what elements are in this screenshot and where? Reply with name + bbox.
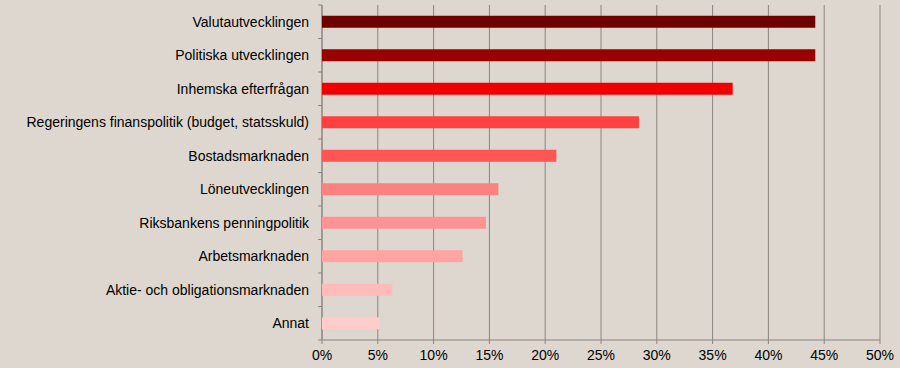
category-tick bbox=[318, 139, 322, 140]
bar bbox=[322, 217, 486, 229]
category-label: Annat bbox=[272, 315, 309, 331]
category-tick bbox=[318, 340, 322, 341]
category-tick bbox=[318, 105, 322, 106]
bar bbox=[322, 284, 392, 296]
tick-label: 0% bbox=[312, 347, 332, 363]
x-axis bbox=[322, 340, 880, 341]
grid-line bbox=[880, 5, 881, 340]
category-label: Valutautvecklingen bbox=[193, 14, 309, 30]
category-tick bbox=[318, 239, 322, 240]
tick-mark bbox=[545, 340, 546, 344]
category-label: Riksbankens penningpolitik bbox=[139, 215, 310, 231]
bar bbox=[322, 83, 733, 95]
category-tick bbox=[318, 38, 322, 39]
category-label: Arbetsmarknaden bbox=[198, 248, 309, 264]
category-tick bbox=[318, 273, 322, 274]
bar bbox=[322, 16, 815, 28]
tick-mark bbox=[712, 340, 713, 344]
category-tick bbox=[318, 206, 322, 207]
tick-mark bbox=[377, 340, 378, 344]
grid-line bbox=[824, 5, 825, 340]
tick-label: 5% bbox=[368, 347, 388, 363]
category-label: Inhemska efterfrågan bbox=[177, 81, 309, 97]
category-label: Politiska utvecklingen bbox=[175, 47, 309, 63]
tick-label: 20% bbox=[531, 347, 559, 363]
tick-label: 30% bbox=[643, 347, 671, 363]
tick-label: 45% bbox=[810, 347, 838, 363]
tick-label: 50% bbox=[866, 347, 894, 363]
tick-mark bbox=[824, 340, 825, 344]
bar bbox=[322, 116, 639, 128]
tick-mark bbox=[656, 340, 657, 344]
tick-mark bbox=[322, 340, 323, 344]
bar bbox=[322, 183, 498, 195]
category-label: Regeringens finanspolitik (budget, stats… bbox=[27, 114, 310, 130]
tick-label: 15% bbox=[475, 347, 503, 363]
tick-mark bbox=[880, 340, 881, 344]
tick-label: 35% bbox=[699, 347, 727, 363]
tick-mark bbox=[489, 340, 490, 344]
tick-mark bbox=[768, 340, 769, 344]
chart: 0% 5% 10% 15% 20% 25% 30% 35% 40% 45% 50% Valutautv… bbox=[0, 0, 900, 368]
category-tick bbox=[318, 72, 322, 73]
tick-mark bbox=[601, 340, 602, 344]
category-label: Aktie- och obligationsmarknaden bbox=[106, 282, 309, 298]
tick-mark bbox=[433, 340, 434, 344]
category-label: Bostadsmarknaden bbox=[188, 148, 309, 164]
bar bbox=[322, 250, 463, 262]
bar bbox=[322, 49, 815, 61]
category-tick bbox=[318, 5, 322, 6]
bar bbox=[322, 317, 380, 329]
bars bbox=[322, 16, 815, 330]
tick-label: 40% bbox=[754, 347, 782, 363]
category-label: Löneutvecklingen bbox=[200, 181, 309, 197]
tick-label: 10% bbox=[420, 347, 448, 363]
category-tick bbox=[318, 306, 322, 307]
bar bbox=[322, 150, 556, 162]
tick-label: 25% bbox=[587, 347, 615, 363]
category-tick bbox=[318, 172, 322, 173]
